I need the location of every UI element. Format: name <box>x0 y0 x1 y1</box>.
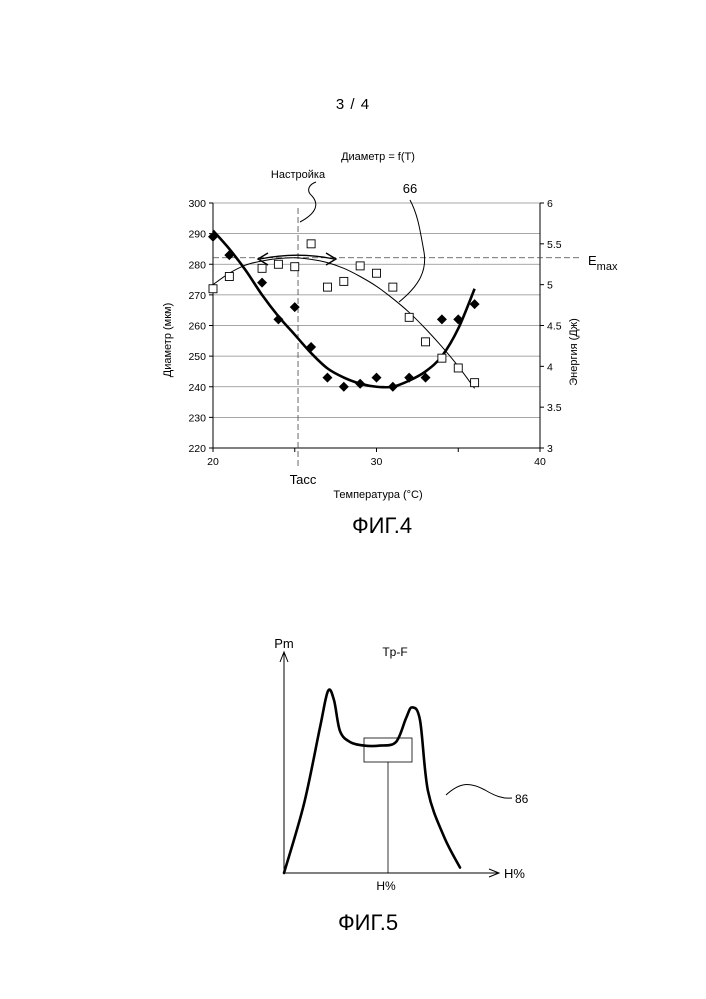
curve-86-leader-line <box>446 785 512 799</box>
h-percent-marker-label: H% <box>376 879 396 893</box>
peak-window-box <box>364 738 412 762</box>
curve-86-label: 86 <box>515 792 529 806</box>
figure-5-caption: ФИГ.5 <box>15 910 706 936</box>
curve-86 <box>284 690 460 873</box>
y-axis-label: Pm <box>274 636 294 651</box>
figure-5-title: Tp-F <box>382 645 407 659</box>
x-axis-label: H% <box>504 866 525 881</box>
